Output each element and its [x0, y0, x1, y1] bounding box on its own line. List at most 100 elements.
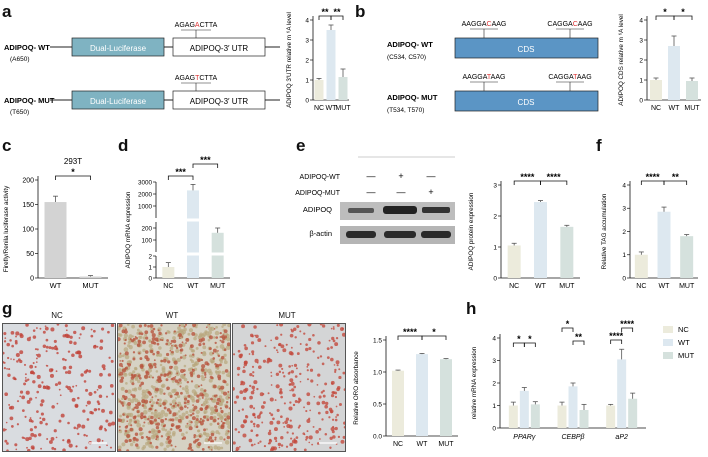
lipid-droplet	[237, 349, 241, 353]
lipid-droplet	[318, 438, 321, 440]
lipid-droplet	[90, 328, 93, 331]
lipid-droplet	[99, 372, 103, 377]
lipid-droplet	[310, 379, 314, 383]
chart-c-ylabel: Firefly/Renila luciferase activity	[3, 185, 10, 272]
lipid-droplet	[30, 432, 35, 437]
chart-b-ytick-label: 4	[639, 17, 643, 24]
chart-b-bar	[650, 80, 662, 100]
lipid-droplet	[181, 437, 184, 440]
micrograph-cell	[160, 409, 166, 415]
lipid-droplet	[191, 331, 196, 336]
chart-g-sig-bracket	[421, 335, 447, 340]
micrograph-cell	[169, 346, 174, 351]
chart-g-ytick-label: 0.0	[373, 433, 382, 440]
micrograph-wt	[117, 323, 231, 452]
lipid-droplet	[102, 367, 106, 371]
lipid-droplet	[152, 327, 156, 331]
micrograph-cell	[136, 414, 140, 418]
lipid-droplet	[305, 435, 309, 439]
lipid-droplet	[280, 436, 284, 440]
lipid-droplet	[171, 418, 175, 422]
chart-f-ytick-label: 4	[622, 182, 626, 189]
lipid-droplet	[41, 381, 44, 384]
micrograph-cell	[227, 424, 230, 429]
lipid-droplet	[289, 401, 292, 404]
lipid-droplet	[243, 388, 248, 393]
micrograph-cell	[172, 336, 176, 340]
a-luc-label: Dual-Luciferase	[90, 44, 147, 53]
lipid-droplet	[147, 418, 150, 421]
lipid-droplet	[251, 365, 255, 368]
lipid-droplet	[321, 362, 325, 366]
micrograph-cell	[209, 351, 214, 356]
lipid-droplet	[212, 418, 217, 423]
lipid-droplet	[40, 399, 45, 404]
lipid-droplet	[85, 369, 89, 373]
chart-f-ytick-label: 1	[622, 252, 626, 259]
lipid-droplet	[134, 403, 138, 406]
lipid-droplet	[3, 428, 6, 432]
micrograph-cell	[127, 389, 132, 394]
lipid-droplet	[55, 370, 58, 373]
chart-h-ytick-label: 1	[492, 403, 496, 410]
chart-c-sig-bracket	[55, 175, 91, 180]
micrograph-cell	[123, 333, 128, 338]
lipid-droplet	[199, 417, 202, 420]
lipid-droplet	[251, 385, 256, 390]
lipid-droplet	[139, 357, 143, 361]
micrograph-cell	[127, 340, 131, 344]
lipid-droplet	[177, 425, 181, 429]
micrograph-nc	[2, 323, 116, 452]
lipid-droplet	[73, 341, 77, 345]
lipid-droplet	[321, 418, 324, 421]
chart-b-xtick-label: NC	[651, 105, 661, 112]
chart-h-sig-bracket	[561, 327, 574, 332]
lipid-droplet	[25, 390, 30, 395]
lipid-droplet	[35, 353, 38, 356]
chart-c-bar	[79, 276, 102, 278]
micrograph-cell	[150, 445, 154, 449]
lipid-droplet	[42, 330, 46, 334]
lipid-droplet	[190, 421, 193, 424]
lipid-droplet	[8, 368, 11, 371]
lipid-droplet	[10, 358, 12, 360]
lipid-droplet	[56, 402, 59, 405]
lipid-droplet	[144, 374, 149, 379]
lipid-droplet	[82, 409, 86, 413]
micrograph-cell	[171, 344, 175, 348]
chart-c-ytick-label: 0	[30, 275, 34, 282]
lipid-droplet	[168, 439, 172, 443]
lipid-droplet	[160, 324, 163, 327]
lipid-droplet	[134, 335, 137, 338]
lipid-droplet	[223, 391, 228, 396]
micrograph-cell	[171, 448, 175, 451]
lipid-droplet	[3, 331, 7, 336]
lipid-droplet	[250, 420, 253, 424]
micrograph-cell	[121, 397, 124, 401]
lipid-droplet	[24, 373, 27, 376]
lipid-droplet	[111, 421, 115, 426]
lipid-droplet	[58, 388, 61, 391]
lipid-droplet	[251, 350, 255, 354]
lipid-droplet	[195, 425, 199, 429]
lipid-droplet	[145, 370, 149, 374]
lipid-droplet	[187, 394, 191, 398]
lipid-droplet	[223, 348, 227, 352]
chart-f-sig-label: ****	[646, 172, 661, 182]
micrograph-cell	[228, 374, 230, 378]
lipid-droplet	[270, 446, 275, 451]
chart-g-xtick-label: WT	[417, 441, 429, 448]
chart-h-sig-label: ****	[620, 319, 635, 329]
chart-e-bar	[534, 202, 547, 278]
lipid-droplet	[154, 409, 157, 412]
lipid-droplet	[162, 425, 165, 428]
lipid-droplet	[133, 415, 137, 419]
chart-d-axis-break	[153, 252, 230, 256]
lipid-droplet	[77, 396, 80, 400]
lipid-droplet	[227, 430, 230, 433]
lipid-droplet	[167, 360, 171, 364]
a-utr-box-mut	[172, 90, 266, 110]
micrograph-cell	[174, 416, 179, 421]
chart-a-sig-bracket	[330, 15, 344, 20]
lipid-droplet	[343, 425, 345, 429]
